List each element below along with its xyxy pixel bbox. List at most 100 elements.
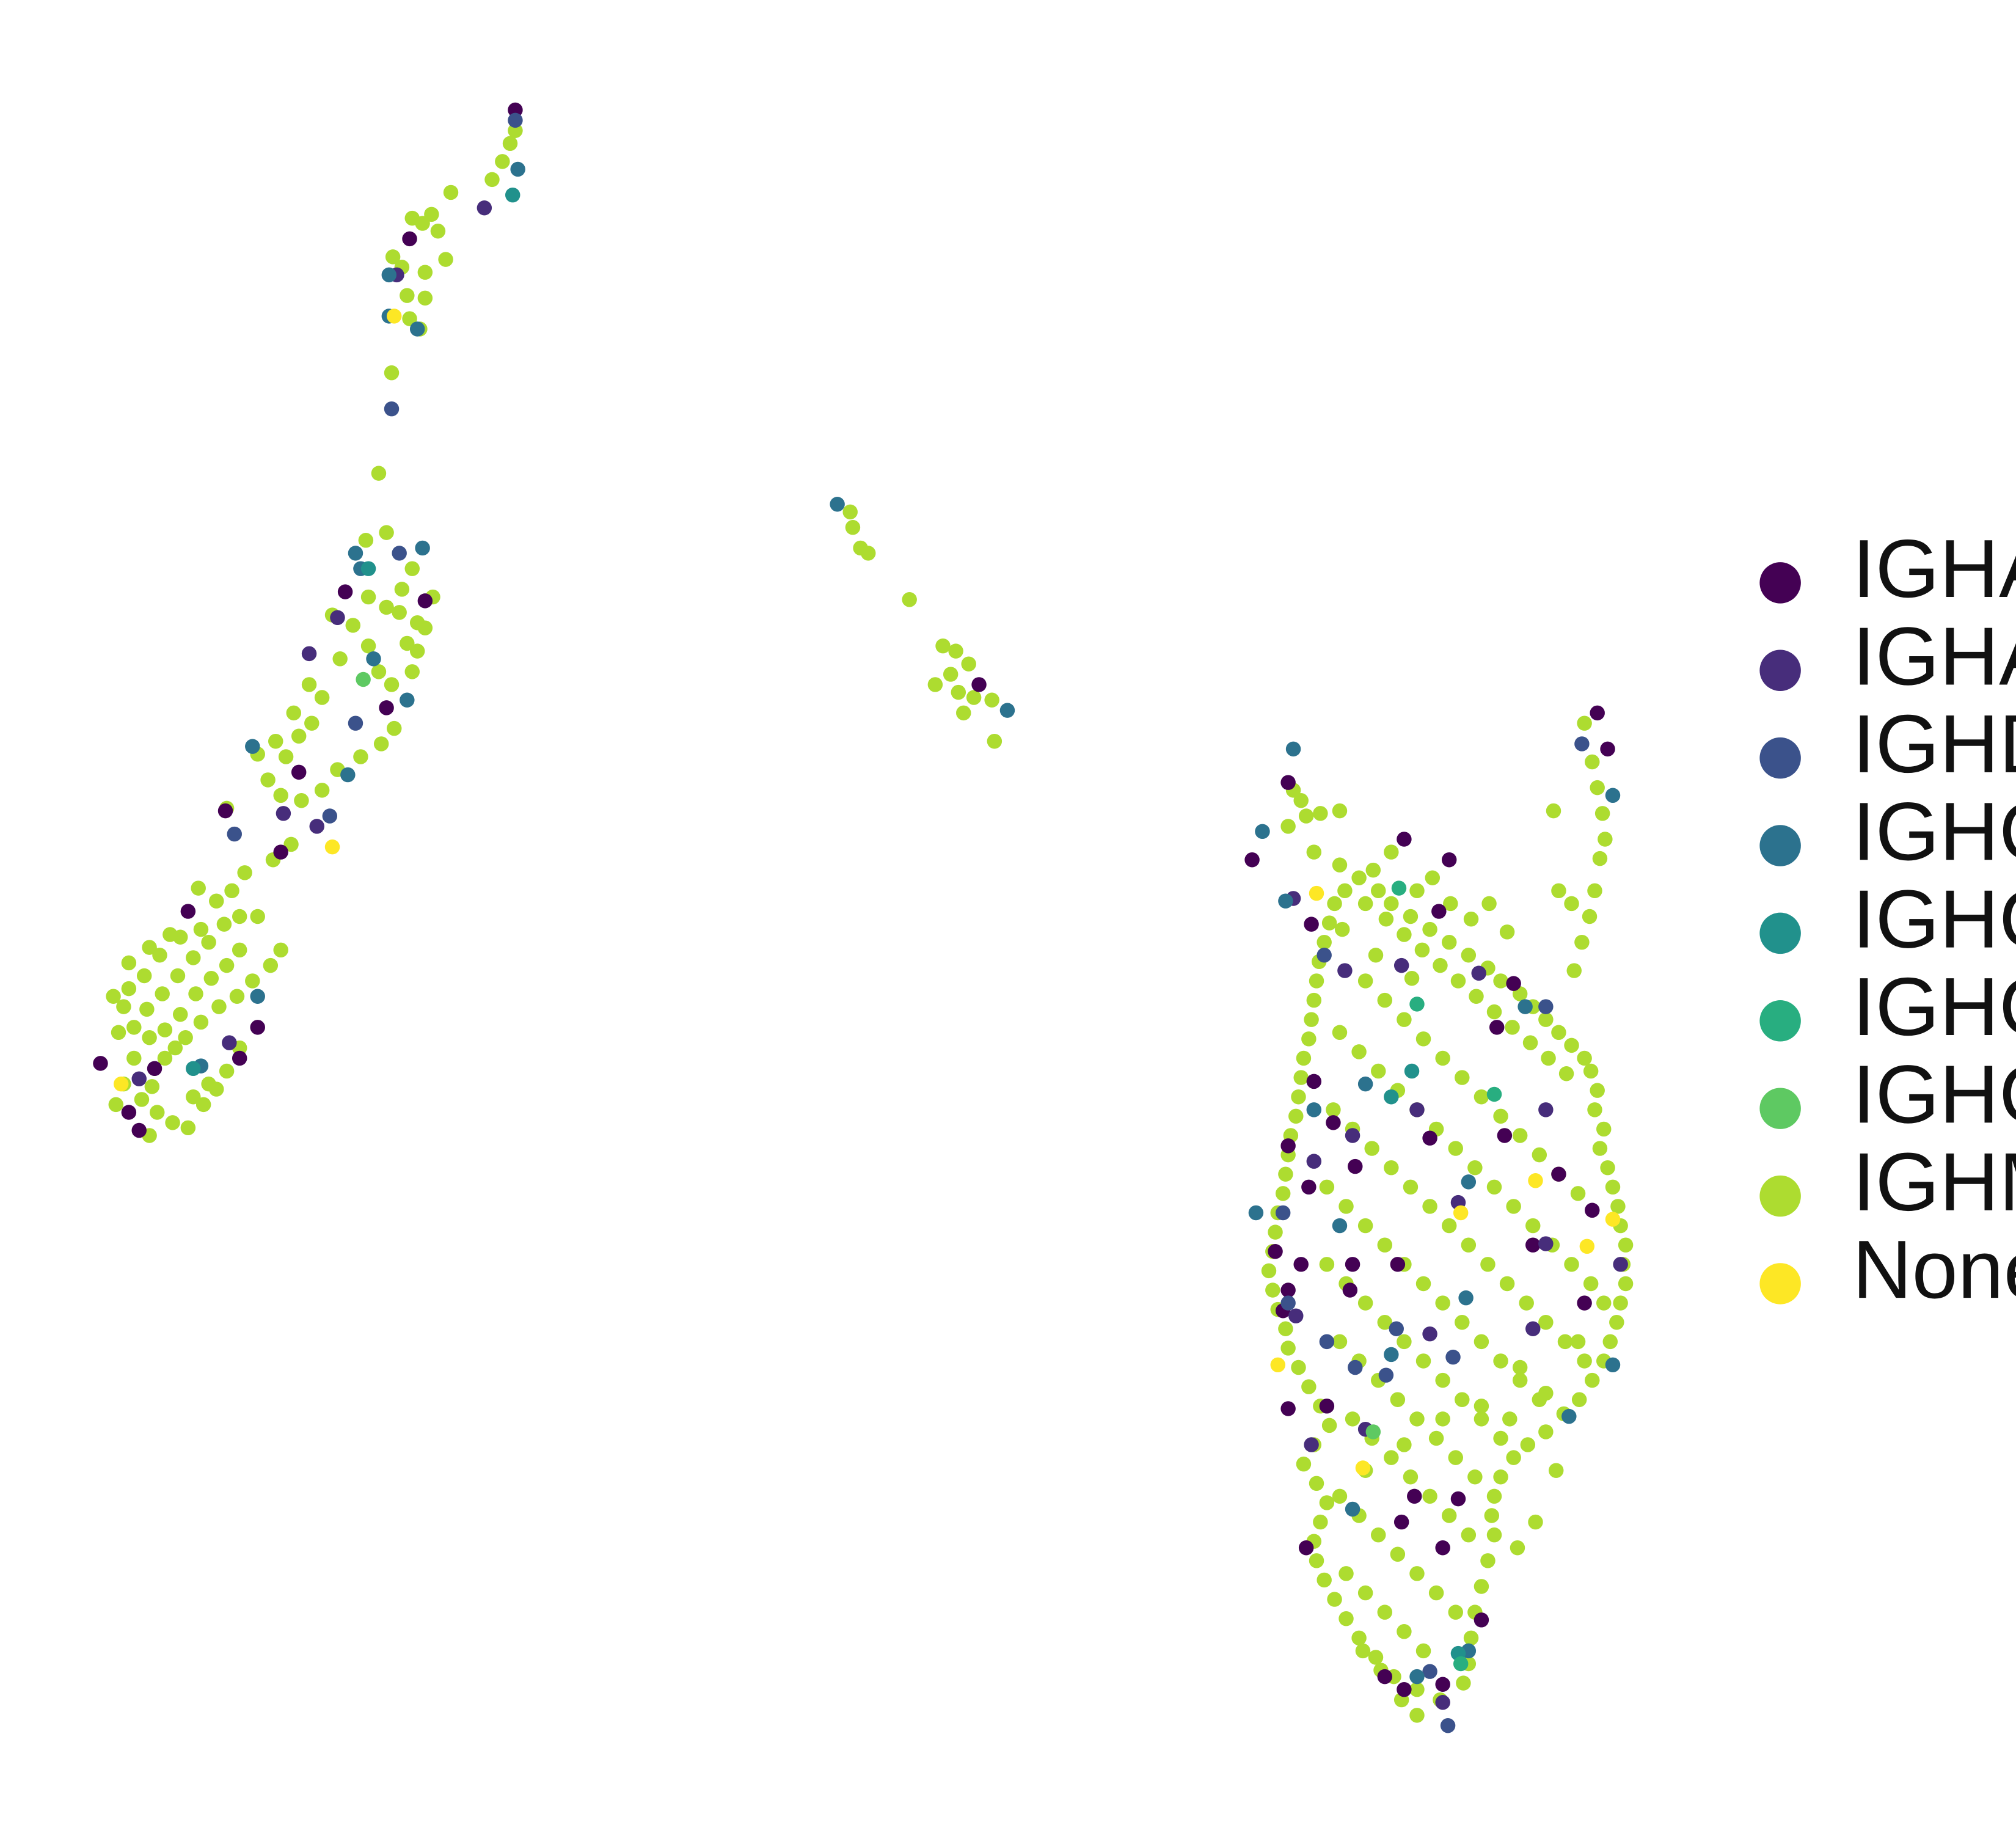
point-ighm-129 <box>1332 803 1348 819</box>
legend-label-igha2: IGHA2 <box>1852 610 2016 702</box>
point-ighm-330 <box>1585 754 1600 770</box>
point-igha2-10 <box>1409 1102 1425 1118</box>
point-ighm-322 <box>1377 1604 1393 1620</box>
point-ighm-357 <box>1435 1411 1450 1427</box>
point-ighg1-29 <box>1461 1174 1477 1190</box>
point-ighm-214 <box>1296 1050 1312 1066</box>
point-igha1-32 <box>1525 1237 1541 1253</box>
point-ighm-65 <box>126 1020 142 1035</box>
point-ighg4-0 <box>356 671 371 687</box>
point-ighm-103 <box>201 934 216 950</box>
point-ighm-77 <box>193 1014 209 1030</box>
point-igha1-16 <box>1244 852 1260 868</box>
point-igha2-3 <box>330 610 345 626</box>
point-igha1-13 <box>250 1020 265 1035</box>
legend-label-none: None <box>1852 1223 2016 1315</box>
point-ighd-16 <box>1275 1205 1291 1221</box>
point-ighm-211 <box>1288 1108 1304 1124</box>
point-ighm-141 <box>1493 973 1508 989</box>
point-ighm-328 <box>1409 1708 1425 1723</box>
point-ighm-202 <box>1265 1282 1280 1298</box>
point-ighm-249 <box>1351 1044 1367 1059</box>
point-ighd-6 <box>1280 1295 1296 1311</box>
point-ighm-113 <box>845 519 861 535</box>
point-igha1-37 <box>1407 1488 1422 1504</box>
point-ighm-155 <box>1610 1199 1626 1214</box>
point-ighd-13 <box>1538 999 1554 1014</box>
point-none-0 <box>387 309 402 324</box>
point-ighg1-17 <box>1332 1218 1348 1234</box>
point-ighm-257 <box>1506 1199 1521 1214</box>
point-igha1-26 <box>1268 1244 1283 1259</box>
point-none-4 <box>1453 1205 1469 1221</box>
point-ighg1-13 <box>1285 741 1301 757</box>
point-none-9 <box>1355 1460 1371 1476</box>
point-ighm-364 <box>1528 1514 1543 1530</box>
point-ighg2-1 <box>360 561 376 576</box>
point-ighd-2 <box>392 546 407 561</box>
point-ighm-33 <box>304 715 320 731</box>
point-ighg1-26 <box>1458 1290 1474 1306</box>
legend-label-ighm: IGHM <box>1852 1136 2016 1228</box>
point-igha1-35 <box>1393 1514 1409 1530</box>
point-none-2 <box>113 1076 129 1092</box>
point-ighm-99 <box>250 909 265 924</box>
point-ighm-71 <box>219 957 235 973</box>
point-ighm-306 <box>1345 1411 1360 1427</box>
point-ighm-288 <box>1319 1257 1335 1272</box>
point-ighm-81 <box>144 1079 160 1094</box>
point-ighm-44 <box>404 664 420 679</box>
point-ighm-334 <box>1592 851 1608 866</box>
point-ighm-225 <box>1378 911 1394 927</box>
point-ighm-323 <box>1397 1624 1412 1639</box>
point-ighm-68 <box>172 1007 188 1022</box>
point-ighm-149 <box>1590 1083 1605 1098</box>
point-ighm-165 <box>1571 1392 1587 1407</box>
point-ighm-309 <box>1403 1469 1419 1485</box>
point-ighm-248 <box>1332 1025 1348 1041</box>
point-ighm-310 <box>1422 1488 1437 1504</box>
point-ighm-333 <box>1598 832 1613 847</box>
point-ighm-144 <box>1538 1012 1554 1027</box>
point-ighm-170 <box>1493 1469 1508 1485</box>
point-ighm-125 <box>987 733 1003 749</box>
point-ighm-3 <box>484 172 500 188</box>
point-ighm-197 <box>1301 1379 1317 1394</box>
point-ighm-102 <box>216 916 232 932</box>
point-ighm-118 <box>948 643 963 659</box>
point-ighm-91 <box>186 1089 201 1105</box>
point-ighm-276 <box>1319 1179 1335 1195</box>
point-ighm-207 <box>1275 1186 1291 1201</box>
point-igha2-5 <box>309 819 324 834</box>
point-ighm-331 <box>1590 780 1605 796</box>
point-ighm-2 <box>495 154 510 169</box>
point-ighm-285 <box>1493 1353 1508 1369</box>
point-ighm-237 <box>1377 992 1393 1008</box>
point-igha1-42 <box>1280 1401 1296 1416</box>
point-ighm-18 <box>371 466 387 481</box>
point-ighm-341 <box>1564 896 1579 912</box>
point-ighm-243 <box>1493 1108 1508 1124</box>
point-ighm-240 <box>1435 1050 1450 1066</box>
point-ighm-0 <box>508 123 523 138</box>
point-ighm-164 <box>1585 1372 1600 1388</box>
point-ighm-20 <box>379 525 394 540</box>
legend-label-ighd: IGHD <box>1852 698 2016 790</box>
point-ighm-308 <box>1384 1450 1399 1465</box>
point-igha1-11 <box>131 1122 147 1138</box>
point-ighm-205 <box>1268 1224 1283 1240</box>
point-ighm-321 <box>1357 1585 1373 1601</box>
point-none-1 <box>324 839 340 855</box>
point-ighm-274 <box>1557 1334 1573 1350</box>
point-ighm-277 <box>1339 1199 1354 1214</box>
series-ighg3 <box>1391 880 1502 1672</box>
point-ighm-267 <box>1422 1199 1437 1214</box>
legend-label-ighg4: IGHG4 <box>1852 1048 2016 1140</box>
point-ighm-128 <box>1313 806 1328 821</box>
point-ighm-97 <box>191 880 206 896</box>
point-ighm-105 <box>170 968 186 984</box>
point-ighm-95 <box>142 940 157 955</box>
point-ighg1-3 <box>381 267 397 283</box>
point-igha1-30 <box>1345 1257 1360 1272</box>
point-igha1-43 <box>1590 705 1605 721</box>
